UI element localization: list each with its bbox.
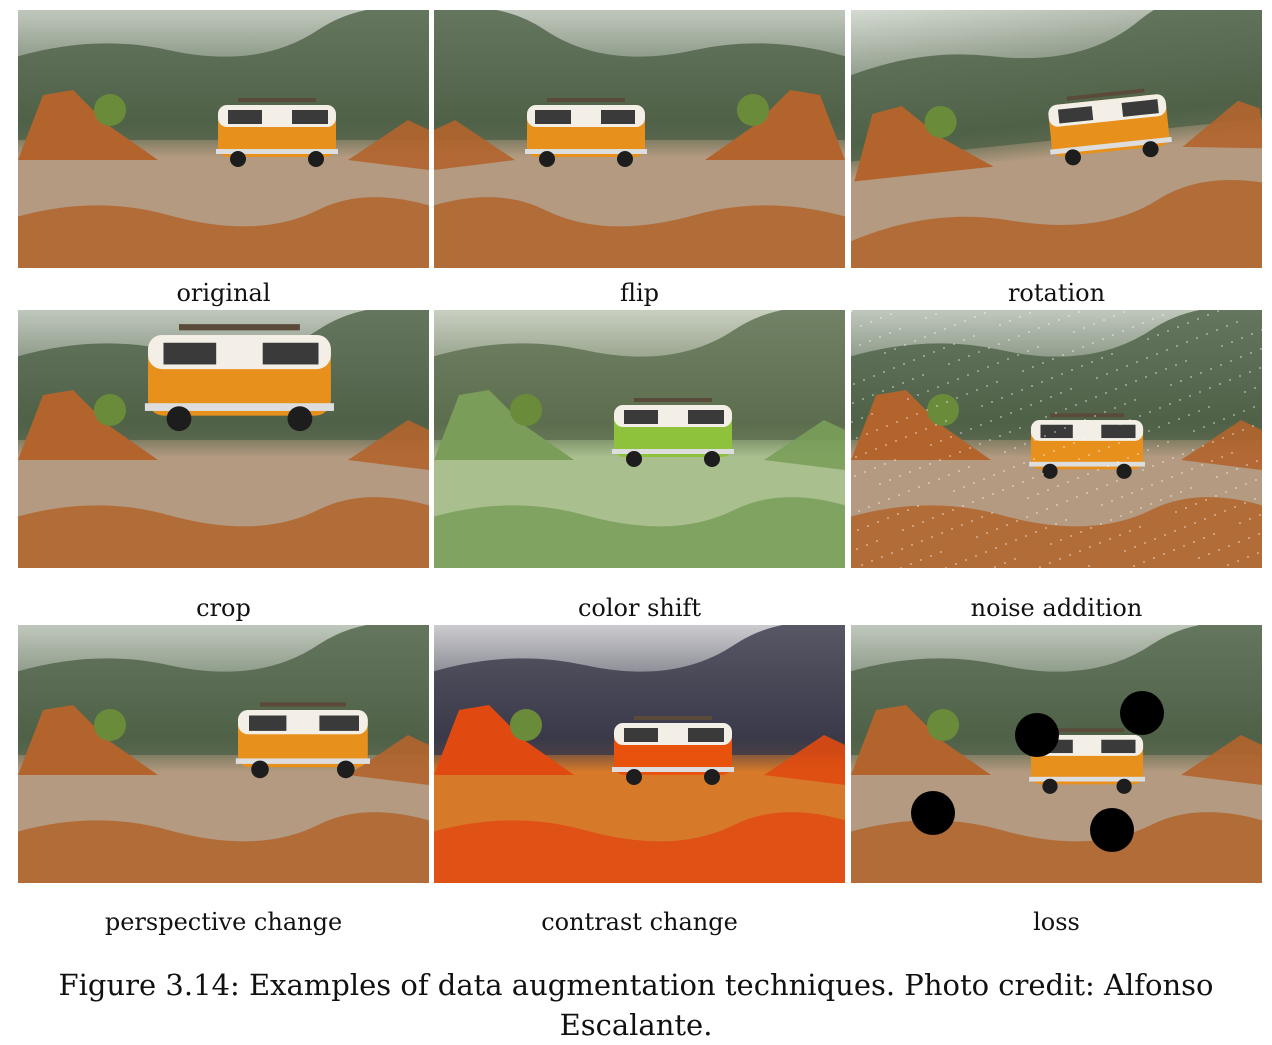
label-color-shift: color shift <box>577 594 702 622</box>
panel-crop <box>18 310 429 568</box>
panel-rotation <box>851 10 1262 268</box>
label-perspective-change: perspective change <box>104 908 343 936</box>
panel-contrast-change <box>434 625 845 883</box>
panel-color-shift <box>434 310 845 568</box>
label-loss: loss <box>1033 908 1080 936</box>
panel-noise-addition <box>851 310 1262 568</box>
panel-loss <box>851 625 1262 883</box>
occlusion-dot <box>1090 808 1134 852</box>
panel-perspective-change <box>18 625 429 883</box>
panel-flip <box>434 10 845 268</box>
label-rotation: rotation <box>1007 279 1106 307</box>
label-crop: crop <box>196 594 251 622</box>
panel-original <box>18 10 429 268</box>
occlusion-dot <box>1120 691 1164 735</box>
occlusion-dot <box>1015 713 1059 757</box>
label-flip: flip <box>619 279 660 307</box>
label-noise-addition: noise addition <box>970 594 1143 622</box>
occlusion-dot <box>911 791 955 835</box>
label-contrast-change: contrast change <box>541 908 738 936</box>
figure-caption: Figure 3.14: Examples of data augmentati… <box>58 968 1214 1042</box>
label-original: original <box>176 279 271 307</box>
